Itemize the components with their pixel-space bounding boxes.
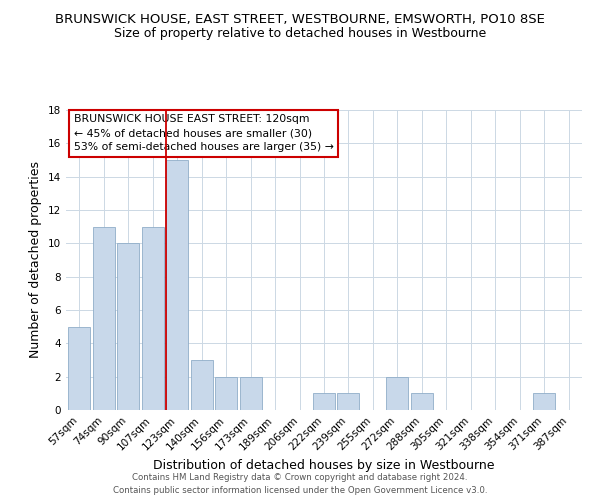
Bar [411, 394, 433, 410]
Bar [142, 226, 164, 410]
Bar [337, 394, 359, 410]
X-axis label: Distribution of detached houses by size in Westbourne: Distribution of detached houses by size … [153, 458, 495, 471]
Bar [215, 376, 237, 410]
Bar [533, 394, 555, 410]
Text: Size of property relative to detached houses in Westbourne: Size of property relative to detached ho… [114, 28, 486, 40]
Bar [93, 226, 115, 410]
Text: Contains public sector information licensed under the Open Government Licence v3: Contains public sector information licen… [113, 486, 487, 495]
Text: BRUNSWICK HOUSE EAST STREET: 120sqm
← 45% of detached houses are smaller (30)
53: BRUNSWICK HOUSE EAST STREET: 120sqm ← 45… [74, 114, 334, 152]
Bar [191, 360, 213, 410]
Bar [239, 376, 262, 410]
Bar [166, 160, 188, 410]
Bar [386, 376, 409, 410]
Text: BRUNSWICK HOUSE, EAST STREET, WESTBOURNE, EMSWORTH, PO10 8SE: BRUNSWICK HOUSE, EAST STREET, WESTBOURNE… [55, 12, 545, 26]
Bar [313, 394, 335, 410]
Bar [68, 326, 91, 410]
Y-axis label: Number of detached properties: Number of detached properties [29, 162, 43, 358]
Text: Contains HM Land Registry data © Crown copyright and database right 2024.: Contains HM Land Registry data © Crown c… [132, 474, 468, 482]
Bar [118, 244, 139, 410]
